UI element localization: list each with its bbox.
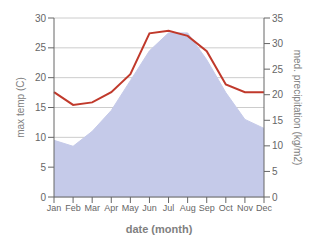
svg-text:0: 0 (40, 192, 46, 203)
svg-text:0: 0 (272, 192, 278, 203)
svg-text:20: 20 (35, 72, 47, 83)
svg-text:25: 25 (272, 64, 284, 75)
svg-text:Oct: Oct (219, 203, 234, 213)
svg-text:15: 15 (272, 115, 284, 126)
svg-text:May: May (122, 203, 140, 213)
svg-text:Jun: Jun (142, 203, 157, 213)
svg-text:Jan: Jan (47, 203, 62, 213)
svg-text:10: 10 (35, 132, 47, 143)
svg-text:25: 25 (35, 42, 47, 53)
svg-text:5: 5 (40, 162, 46, 173)
svg-text:15: 15 (35, 102, 47, 113)
svg-text:35: 35 (272, 13, 284, 24)
svg-text:Feb: Feb (65, 203, 81, 213)
svg-text:Nov: Nov (237, 203, 254, 213)
svg-text:Apr: Apr (104, 203, 118, 213)
svg-text:30: 30 (35, 13, 47, 24)
svg-text:Sep: Sep (199, 203, 215, 213)
svg-text:date (month): date (month) (126, 223, 193, 235)
svg-text:max temp (C): max temp (C) (15, 77, 26, 138)
svg-text:Jul: Jul (163, 203, 175, 213)
svg-text:20: 20 (272, 89, 284, 100)
svg-text:10: 10 (272, 140, 284, 151)
svg-text:30: 30 (272, 38, 284, 49)
svg-text:med. precipitation (kg/m2): med. precipitation (kg/m2) (292, 50, 303, 166)
svg-text:5: 5 (272, 166, 278, 177)
svg-text:Aug: Aug (180, 203, 196, 213)
svg-text:Mar: Mar (84, 203, 100, 213)
svg-text:Dec: Dec (256, 203, 273, 213)
